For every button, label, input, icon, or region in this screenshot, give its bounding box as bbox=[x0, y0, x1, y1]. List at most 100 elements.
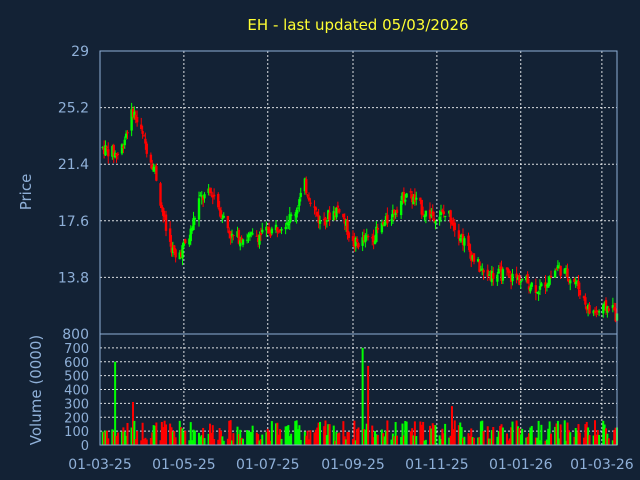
volume-bar bbox=[529, 427, 532, 445]
candle-body bbox=[306, 195, 309, 197]
candle-body bbox=[182, 241, 186, 246]
volume-bar bbox=[352, 438, 354, 445]
candle-body bbox=[366, 236, 370, 238]
volume-bar bbox=[459, 422, 462, 445]
candle-body bbox=[459, 238, 462, 241]
candle-body bbox=[278, 229, 282, 232]
candle-body bbox=[322, 218, 326, 221]
volume-bar bbox=[545, 439, 548, 445]
volume-bar bbox=[382, 433, 385, 445]
volume-bar bbox=[250, 432, 253, 445]
candle-body bbox=[376, 227, 379, 230]
candle-body bbox=[230, 233, 234, 237]
volume-bar bbox=[482, 431, 485, 445]
candle-body bbox=[174, 249, 177, 258]
candle-body bbox=[160, 205, 164, 209]
candle-body bbox=[399, 200, 403, 216]
volume-bar bbox=[232, 433, 235, 445]
volume-bar bbox=[182, 432, 185, 445]
volume-bar bbox=[536, 437, 539, 445]
volume-bar bbox=[309, 430, 312, 445]
volume-bar bbox=[521, 428, 524, 445]
volume-bar bbox=[154, 425, 156, 445]
volume-bar bbox=[470, 428, 473, 445]
volume-bar bbox=[441, 428, 444, 445]
candle-body bbox=[508, 270, 511, 274]
volume-bar bbox=[144, 437, 147, 445]
volume-bar bbox=[258, 440, 261, 445]
volume-bar bbox=[231, 440, 233, 445]
volume-bars bbox=[101, 347, 618, 445]
candle-body bbox=[239, 240, 242, 247]
volume-bar bbox=[375, 434, 378, 445]
candle-body bbox=[538, 286, 542, 290]
volume-bar bbox=[438, 435, 441, 445]
candle-body bbox=[391, 209, 395, 218]
volume-bar bbox=[613, 429, 616, 445]
candle-body bbox=[575, 280, 579, 284]
volume-bar bbox=[544, 440, 547, 445]
volume-bar bbox=[345, 439, 348, 445]
candle-body bbox=[482, 270, 485, 273]
volume-bar bbox=[372, 437, 375, 445]
volume-bar bbox=[540, 424, 543, 445]
x-tick-label: 01-01-26 bbox=[489, 457, 553, 473]
candle-body bbox=[259, 233, 263, 236]
candle-body bbox=[212, 194, 216, 197]
volume-bar bbox=[324, 420, 327, 445]
volume-bar bbox=[614, 427, 617, 445]
volume-bar bbox=[460, 427, 463, 445]
candle-body bbox=[159, 183, 162, 206]
volume-bar bbox=[317, 422, 320, 445]
volume-bar bbox=[473, 437, 475, 445]
candle-body bbox=[614, 308, 617, 322]
volume-bar bbox=[141, 422, 144, 445]
candle-body bbox=[251, 233, 254, 235]
candle-body bbox=[190, 227, 194, 231]
volume-bar bbox=[492, 426, 495, 445]
candle-body bbox=[344, 219, 348, 226]
candle-body bbox=[375, 226, 378, 242]
candle-body bbox=[184, 239, 187, 243]
candle-body bbox=[412, 196, 415, 205]
volume-bar bbox=[383, 436, 386, 445]
volume-tick-label: 200 bbox=[64, 411, 89, 426]
candle-body bbox=[431, 211, 434, 216]
candle-body bbox=[299, 192, 302, 198]
volume-bar bbox=[467, 433, 470, 445]
candle-body bbox=[511, 273, 514, 282]
candle-body bbox=[441, 210, 444, 212]
volume-bar bbox=[353, 420, 356, 445]
volume-bar bbox=[357, 427, 360, 445]
volume-bar bbox=[140, 440, 143, 445]
volume-bar bbox=[449, 435, 452, 445]
volume-bar bbox=[305, 435, 308, 445]
candle-body bbox=[553, 270, 557, 278]
volume-bar bbox=[125, 435, 128, 445]
candle-body bbox=[126, 132, 129, 134]
volume-bar bbox=[236, 426, 239, 445]
candle-body bbox=[534, 285, 538, 293]
candle-body bbox=[122, 146, 125, 148]
candle-body bbox=[548, 277, 551, 285]
volume-bar bbox=[284, 426, 287, 445]
volume-bar bbox=[577, 424, 580, 445]
volume-bar bbox=[123, 431, 126, 445]
candle-body bbox=[564, 268, 568, 270]
volume-bar bbox=[517, 426, 519, 445]
volume-bar bbox=[178, 420, 181, 445]
candle-body bbox=[217, 194, 220, 208]
volume-bar bbox=[228, 420, 231, 445]
price-tick-label: 25.2 bbox=[58, 101, 89, 117]
candle-body bbox=[303, 178, 307, 192]
volume-bar bbox=[528, 433, 530, 445]
volume-bar bbox=[336, 433, 339, 445]
volume-bar bbox=[306, 430, 309, 445]
candle-body bbox=[404, 199, 407, 202]
candle-body bbox=[362, 235, 366, 241]
candle-body bbox=[269, 234, 272, 237]
candle-body bbox=[178, 252, 181, 260]
volume-bar bbox=[578, 432, 581, 445]
volume-bar bbox=[429, 425, 431, 445]
volume-bar bbox=[587, 427, 590, 445]
